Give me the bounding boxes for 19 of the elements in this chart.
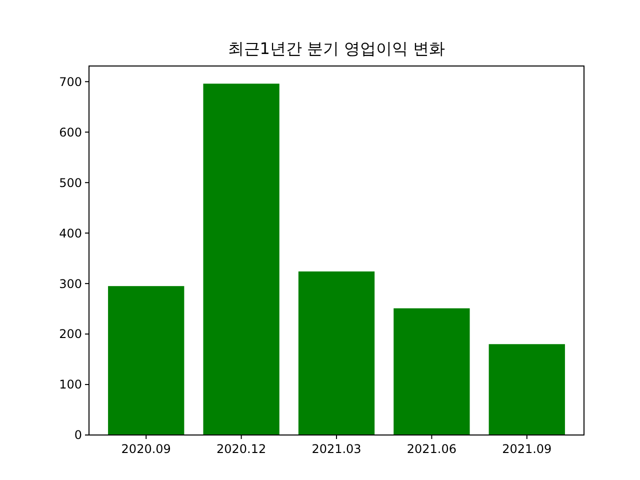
- y-tick-label: 200: [59, 327, 82, 342]
- x-tick-label: 2021.03: [312, 442, 362, 456]
- y-tick-label: 500: [59, 176, 82, 190]
- y-tick-label: 700: [59, 74, 82, 89]
- y-tick-label: 400: [59, 226, 82, 240]
- bar: [108, 286, 184, 435]
- x-tick-label: 2020.12: [216, 442, 266, 456]
- y-tick-label: 0: [74, 428, 82, 442]
- y-tick-label: 100: [59, 378, 82, 392]
- bar: [488, 344, 565, 435]
- y-tick-label: 300: [59, 276, 82, 291]
- x-tick-label: 2021.09: [502, 442, 552, 456]
- bar: [298, 271, 375, 435]
- x-tick-label: 2021.06: [406, 442, 457, 456]
- y-tick-label: 600: [59, 125, 82, 140]
- bar: [394, 308, 470, 435]
- bar: [203, 84, 280, 435]
- x-tick-label: 2020.09: [121, 442, 171, 456]
- chart-title: 최근1년간 분기 영업이익 변화: [228, 39, 446, 58]
